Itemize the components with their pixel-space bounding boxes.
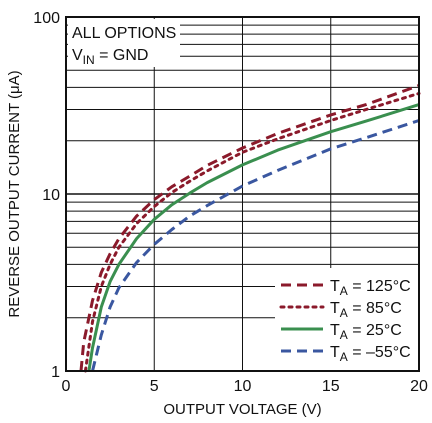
series-line-0	[79, 84, 420, 372]
legend-label-2: TA = 25°C	[330, 322, 402, 342]
legend-label-main: T	[330, 278, 340, 295]
legend-label-rest: = 25°C	[348, 322, 402, 339]
legend-label-0: TA = 125°C	[330, 278, 411, 298]
x-tick-label: 15	[322, 378, 340, 395]
annotation-vin-sub: IN	[83, 53, 95, 67]
x-tick-label: 0	[62, 378, 71, 395]
curves	[79, 84, 421, 373]
annotation-background	[68, 19, 180, 67]
legend-label-rest: = –55°C	[348, 344, 411, 361]
legend-label-sub: A	[340, 306, 348, 320]
legend-label-sub: A	[340, 328, 348, 342]
series-line-3	[91, 119, 420, 372]
annotation-all-options: ALL OPTIONS	[72, 25, 176, 42]
plot-frame	[65, 16, 420, 372]
y-tick-label: 10	[42, 187, 60, 204]
tick-labels: 0 5 10 15 20 1 10 100	[33, 10, 428, 395]
annotation-vin-main: V	[72, 47, 83, 64]
legend-label-1: TA = 85°C	[330, 300, 402, 320]
series-line-2	[87, 103, 420, 372]
y-tick-label: 1	[51, 364, 60, 381]
legend-label-main: T	[330, 322, 340, 339]
x-axis-title: OUTPUT VOLTAGE (V)	[163, 401, 321, 418]
y-tick-label: 100	[33, 10, 60, 27]
x-tick-label: 5	[150, 378, 159, 395]
legend-label-sub: A	[340, 350, 348, 364]
series-line-1	[83, 91, 421, 373]
legend-label-main: T	[330, 344, 340, 361]
legend-label-main: T	[330, 300, 340, 317]
legend: TA = 125°CTA = 85°CTA = 25°CTA = –55°C	[279, 278, 411, 364]
legend-label-rest: = 125°C	[348, 278, 411, 295]
x-tick-label: 20	[410, 378, 428, 395]
legend-label-rest: = 85°C	[348, 300, 402, 317]
legend-label-3: TA = –55°C	[330, 344, 411, 364]
x-tick-label: 10	[234, 378, 252, 395]
annotation-vin: VIN = GND	[72, 47, 148, 67]
annotation-vin-rest: = GND	[95, 47, 149, 64]
y-axis-title: REVERSE OUTPUT CURRENT (μA)	[6, 70, 23, 317]
legend-label-sub: A	[340, 284, 348, 298]
